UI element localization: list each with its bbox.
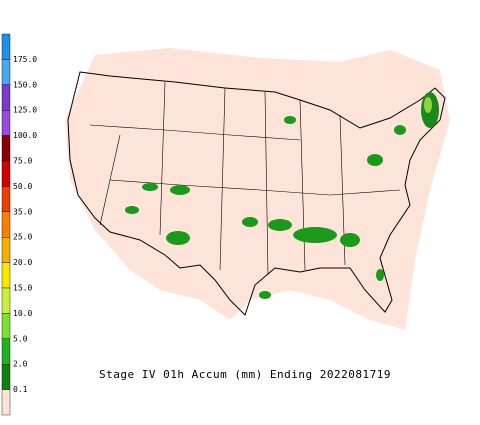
legend-swatch: [1, 160, 11, 187]
legend-label: 75.0: [13, 157, 32, 166]
legend-swatch: [1, 59, 11, 86]
legend-label: 125.0: [13, 106, 37, 115]
legend-label: 175.0: [13, 55, 37, 64]
legend-swatch: [1, 236, 11, 263]
legend: 175.0 150.0 125.0 100.0 75.0 50.0 35.0 25.0 20.0…: [1, 33, 37, 416]
legend-swatch: [1, 33, 11, 60]
legend-label: 0.1: [13, 385, 28, 394]
legend-swatch: [1, 211, 11, 238]
legend-swatch: [1, 338, 11, 365]
legend-label: 2.0: [13, 360, 28, 369]
legend-label: 150.0: [13, 80, 37, 89]
map-title: Stage IV 01h Accum (mm) Ending 202208171…: [99, 368, 391, 381]
legend-swatch: [1, 364, 11, 390]
legend-label: 35.0: [13, 207, 32, 216]
legend-swatch: [1, 262, 11, 289]
legend-swatch: [1, 109, 11, 136]
legend-swatch: [1, 135, 11, 162]
legend-swatch: [1, 389, 11, 416]
legend-label: 20.0: [13, 258, 32, 267]
legend-swatch: [1, 313, 11, 339]
legend-label: 15.0: [13, 284, 32, 293]
legend-label: 10.0: [13, 309, 32, 318]
legend-label: 100.0: [13, 131, 37, 140]
legend-label: 5.0: [13, 334, 28, 343]
precip-areas: [125, 92, 439, 299]
us-outline: [67, 71, 446, 316]
legend-label: 50.0: [13, 182, 32, 191]
analysis-domain: [65, 48, 450, 330]
legend-swatch: [1, 186, 11, 212]
legend-swatch: [1, 84, 11, 111]
legend-label: 25.0: [13, 233, 32, 242]
legend-swatch: [1, 287, 11, 314]
